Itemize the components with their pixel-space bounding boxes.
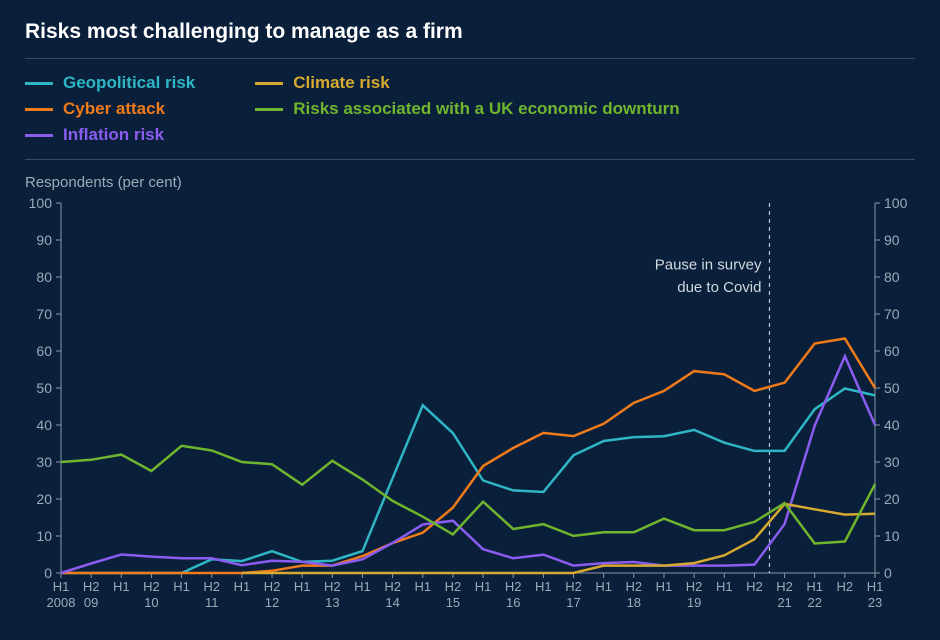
svg-text:H1: H1 bbox=[867, 579, 884, 594]
svg-text:50: 50 bbox=[884, 380, 900, 396]
svg-text:H2: H2 bbox=[324, 579, 341, 594]
svg-text:22: 22 bbox=[807, 595, 821, 610]
legend-label: Geopolitical risk bbox=[63, 73, 195, 93]
svg-text:2008: 2008 bbox=[47, 595, 76, 610]
svg-text:H1: H1 bbox=[535, 579, 552, 594]
svg-text:90: 90 bbox=[884, 232, 900, 248]
legend-item: Cyber attack bbox=[25, 99, 195, 119]
svg-text:H1: H1 bbox=[595, 579, 612, 594]
svg-text:09: 09 bbox=[84, 595, 98, 610]
svg-text:H2: H2 bbox=[203, 579, 220, 594]
svg-text:H2: H2 bbox=[264, 579, 281, 594]
svg-text:H2: H2 bbox=[686, 579, 703, 594]
legend-label: Climate risk bbox=[293, 73, 389, 93]
svg-text:100: 100 bbox=[29, 195, 53, 211]
svg-text:H1: H1 bbox=[716, 579, 733, 594]
legend-swatch bbox=[25, 108, 53, 111]
svg-text:50: 50 bbox=[36, 380, 52, 396]
svg-text:H1: H1 bbox=[234, 579, 251, 594]
svg-text:H1: H1 bbox=[414, 579, 431, 594]
svg-text:23: 23 bbox=[868, 595, 882, 610]
svg-text:18: 18 bbox=[627, 595, 641, 610]
svg-text:19: 19 bbox=[687, 595, 701, 610]
legend-item: Geopolitical risk bbox=[25, 73, 195, 93]
svg-text:16: 16 bbox=[506, 595, 520, 610]
svg-text:H2: H2 bbox=[837, 579, 854, 594]
svg-text:H1: H1 bbox=[354, 579, 371, 594]
svg-text:70: 70 bbox=[36, 306, 52, 322]
svg-text:80: 80 bbox=[36, 269, 52, 285]
series-line bbox=[61, 389, 875, 574]
page-title: Risks most challenging to manage as a fi… bbox=[25, 20, 915, 59]
svg-text:40: 40 bbox=[36, 417, 52, 433]
svg-text:H1: H1 bbox=[173, 579, 190, 594]
svg-text:H1: H1 bbox=[113, 579, 130, 594]
legend-swatch bbox=[25, 82, 53, 85]
svg-text:10: 10 bbox=[884, 528, 900, 544]
svg-text:H1: H1 bbox=[656, 579, 673, 594]
svg-text:60: 60 bbox=[884, 343, 900, 359]
svg-text:H1: H1 bbox=[294, 579, 311, 594]
legend-swatch bbox=[25, 134, 53, 137]
legend-swatch bbox=[255, 82, 283, 85]
svg-text:20: 20 bbox=[884, 491, 900, 507]
legend-col-1: Geopolitical risk Cyber attack Inflation r… bbox=[25, 73, 195, 145]
svg-text:H2: H2 bbox=[83, 579, 100, 594]
svg-text:H2: H2 bbox=[445, 579, 462, 594]
svg-text:15: 15 bbox=[446, 595, 460, 610]
svg-text:H1: H1 bbox=[806, 579, 823, 594]
svg-text:17: 17 bbox=[566, 595, 580, 610]
svg-text:10: 10 bbox=[36, 528, 52, 544]
legend-label: Inflation risk bbox=[63, 125, 164, 145]
legend-item: Climate risk bbox=[255, 73, 679, 93]
svg-text:60: 60 bbox=[36, 343, 52, 359]
svg-text:30: 30 bbox=[884, 454, 900, 470]
legend-label: Cyber attack bbox=[63, 99, 165, 119]
svg-text:0: 0 bbox=[884, 565, 892, 581]
series-line bbox=[61, 446, 875, 544]
svg-text:due to Covid: due to Covid bbox=[677, 279, 761, 296]
series-line bbox=[242, 504, 875, 573]
svg-text:H2: H2 bbox=[776, 579, 793, 594]
svg-text:12: 12 bbox=[265, 595, 279, 610]
legend-item: Risks associated with a UK economic down… bbox=[255, 99, 679, 119]
svg-text:14: 14 bbox=[385, 595, 399, 610]
svg-text:H2: H2 bbox=[565, 579, 582, 594]
svg-text:H2: H2 bbox=[505, 579, 522, 594]
svg-text:90: 90 bbox=[36, 232, 52, 248]
svg-text:H2: H2 bbox=[384, 579, 401, 594]
y-axis-label: Respondents (per cent) bbox=[25, 174, 915, 191]
svg-text:11: 11 bbox=[205, 595, 219, 610]
svg-text:80: 80 bbox=[884, 269, 900, 285]
legend-item: Inflation risk bbox=[25, 125, 195, 145]
svg-text:H1: H1 bbox=[53, 579, 70, 594]
svg-text:40: 40 bbox=[884, 417, 900, 433]
svg-text:100: 100 bbox=[884, 195, 908, 211]
svg-text:0: 0 bbox=[44, 565, 52, 581]
svg-text:H1: H1 bbox=[475, 579, 492, 594]
line-chart: 0 0 10 10 20 20 30 30 40 40 50 50 60 60 70 70 80 80 90 90 10… bbox=[25, 195, 915, 625]
legend-col-2: Climate risk Risks associated with a UK e… bbox=[255, 73, 679, 145]
svg-text:21: 21 bbox=[777, 595, 791, 610]
svg-text:13: 13 bbox=[325, 595, 339, 610]
svg-text:30: 30 bbox=[36, 454, 52, 470]
legend-label: Risks associated with a UK economic down… bbox=[293, 99, 679, 119]
svg-text:20: 20 bbox=[36, 491, 52, 507]
svg-text:H2: H2 bbox=[746, 579, 763, 594]
svg-text:Pause in survey: Pause in survey bbox=[655, 257, 762, 274]
chart-area: 0 0 10 10 20 20 30 30 40 40 50 50 60 60 70 70 80 80 90 90 10… bbox=[25, 195, 915, 625]
legend: Geopolitical risk Cyber attack Inflation r… bbox=[25, 59, 915, 160]
legend-swatch bbox=[255, 108, 283, 111]
svg-text:H2: H2 bbox=[626, 579, 643, 594]
svg-text:70: 70 bbox=[884, 306, 900, 322]
svg-text:H2: H2 bbox=[143, 579, 160, 594]
svg-text:10: 10 bbox=[144, 595, 158, 610]
